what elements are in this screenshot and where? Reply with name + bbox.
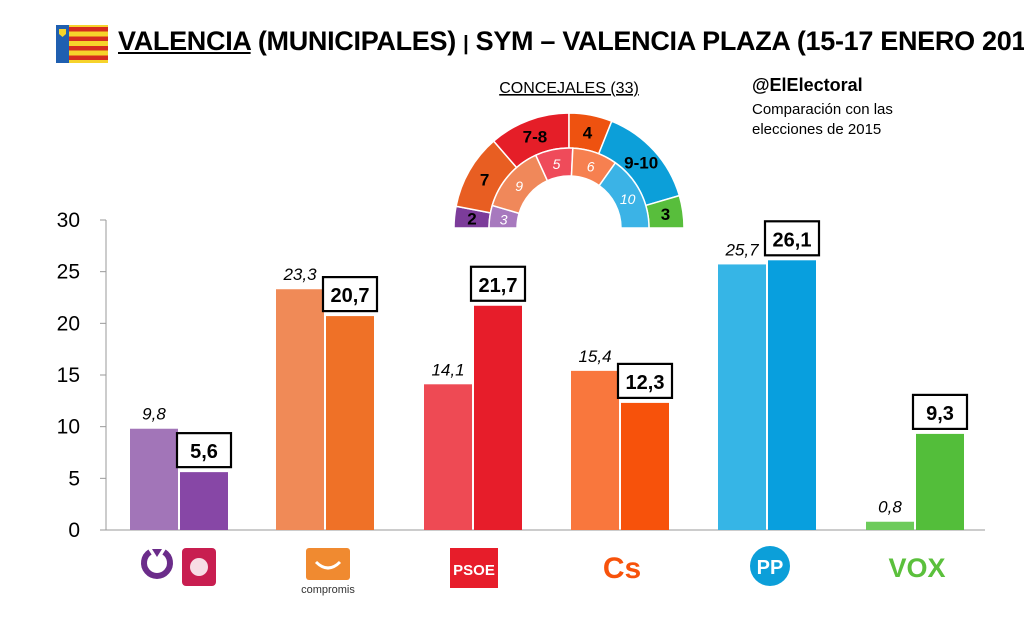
seats-2019-label: 7	[480, 170, 489, 189]
value-label-poll: 12,3	[626, 372, 665, 394]
value-label-box	[469, 265, 527, 302]
eupv-logo-mark	[190, 558, 208, 576]
seats-2015-segment	[598, 161, 650, 229]
bar-2015	[276, 289, 324, 530]
y-tick-label: 20	[57, 312, 80, 335]
flag-blue-band	[56, 25, 69, 63]
bar-poll	[916, 433, 964, 530]
compromis-logo-text: compromis	[301, 584, 355, 596]
y-tick-label: 5	[68, 467, 80, 490]
bar-2015	[424, 384, 472, 530]
seats-2015-label: 3	[500, 212, 508, 228]
value-label-2015: 23,3	[282, 265, 317, 284]
seats-2019-label: 7-8	[523, 128, 548, 147]
flag-stripe	[69, 46, 108, 51]
title-separator: |	[463, 33, 469, 55]
page-title: VALENCIA (MUNICIPALES) | SYM – VALENCIA …	[118, 26, 1024, 57]
seats-2015-label: 10	[620, 191, 636, 207]
value-label-2015: 15,4	[578, 347, 611, 366]
flag-stripe	[69, 55, 108, 60]
psoe-logo-icon	[450, 548, 498, 588]
value-label-poll: 9,3	[926, 403, 954, 425]
y-tick-label: 0	[68, 519, 80, 542]
flag-stripe	[69, 36, 108, 41]
bar-2015	[571, 370, 619, 530]
seats-2015-label: 5	[553, 156, 561, 172]
bar-poll	[768, 260, 816, 530]
seats-2019-label: 9-10	[624, 153, 658, 172]
compromis-logo-icon	[306, 548, 350, 580]
seats-2019-label: 4	[583, 123, 593, 142]
value-label-box	[763, 220, 821, 257]
cs-logo-text: Cs	[603, 552, 641, 585]
seats-2015-label: 6	[587, 159, 595, 175]
seats-title: CONCEJALES (33)	[499, 80, 639, 97]
seats-2019-label: 2	[467, 210, 476, 229]
value-label-2015: 25,7	[724, 240, 759, 259]
value-label-poll: 21,7	[479, 275, 518, 297]
y-tick-label: 10	[57, 416, 80, 439]
value-label-2015: 0,8	[878, 498, 902, 517]
podemos-logo-icon	[141, 549, 173, 579]
bar-poll	[326, 316, 374, 530]
bar-poll	[621, 402, 669, 530]
value-label-poll: 5,6	[190, 441, 218, 463]
pp-logo-text: PP	[757, 557, 784, 579]
source-handle: @ElElectoral	[752, 75, 863, 95]
bar-2015	[130, 428, 178, 530]
bar-poll	[474, 305, 522, 530]
seats-2015-label: 9	[515, 178, 523, 194]
pp-logo-icon	[750, 546, 790, 586]
flag-stripe	[69, 27, 108, 32]
value-label-box	[911, 393, 969, 430]
psoe-logo-text: PSOE	[453, 562, 495, 579]
y-tick-label: 15	[57, 364, 80, 387]
value-label-box	[616, 362, 674, 399]
seats-2019-label: 3	[661, 205, 670, 224]
bar-poll	[180, 472, 228, 530]
title-city: VALENCIA	[118, 26, 251, 56]
compromis-logo-smile	[314, 560, 342, 570]
value-label-box	[175, 432, 233, 469]
value-label-box	[321, 276, 379, 313]
value-label-poll: 26,1	[773, 229, 812, 251]
bar-2015	[866, 521, 914, 530]
y-tick-label: 25	[57, 261, 80, 284]
title-rest: (MUNICIPALES)	[257, 26, 456, 56]
bar-2015	[718, 264, 766, 530]
comparison-note: Comparación con las elecciones de 2015	[752, 101, 893, 138]
value-label-2015: 14,1	[431, 360, 464, 379]
value-label-2015: 9,8	[142, 405, 166, 424]
y-tick-label: 30	[57, 209, 80, 232]
flag-crown	[59, 29, 66, 37]
vox-logo-text: VOX	[888, 553, 945, 583]
value-label-poll: 20,7	[331, 285, 370, 307]
valencia-flag-icon	[56, 25, 108, 63]
podemos-logo-mark	[152, 549, 162, 557]
title-poll: SYM – VALENCIA PLAZA (15-17 ENERO 2019)	[475, 26, 1024, 56]
